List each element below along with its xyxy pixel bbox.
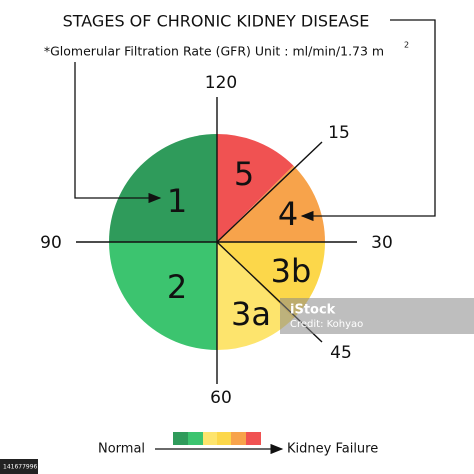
legend-color-bar xyxy=(173,432,261,445)
watermark-credit: Credit: Kohyao xyxy=(290,319,363,330)
id-badge xyxy=(0,459,38,474)
scale-label: 90 xyxy=(40,233,62,253)
subtitle-superscript: 2 xyxy=(404,41,409,50)
title: STAGES OF CHRONIC KIDNEY DISEASE xyxy=(63,12,370,31)
watermark-id: 1416779961 xyxy=(3,464,41,471)
callout-arrow xyxy=(300,19,436,222)
stage-label: 3b xyxy=(271,252,312,290)
stage-3a-segment xyxy=(217,242,294,351)
legend-end: Kidney Failure xyxy=(287,442,378,457)
scale-label: 60 xyxy=(210,388,232,408)
subtitle: *Glomerular Filtration Rate (GFR) Unit :… xyxy=(44,44,384,59)
stage-label: 2 xyxy=(167,268,187,306)
stage-label: 1 xyxy=(167,182,187,220)
stage-2-segment xyxy=(109,242,217,350)
diagonal-line-15 xyxy=(216,141,323,243)
legend-start: Normal xyxy=(98,442,145,457)
stage-5-segment xyxy=(217,133,294,242)
stage-label: 3a xyxy=(231,295,271,333)
stage-label: 4 xyxy=(278,195,298,233)
stage-label: 5 xyxy=(234,155,254,193)
scale-label: 120 xyxy=(205,73,237,93)
callout-arrow xyxy=(74,62,162,204)
watermark-brand: iStock xyxy=(290,303,336,318)
scale-label: 45 xyxy=(330,343,352,363)
scale-label: 30 xyxy=(371,233,393,253)
stage-4-segment xyxy=(217,165,325,242)
watermark-banner xyxy=(280,298,474,334)
scale-label: 15 xyxy=(328,123,350,143)
stage-1-segment xyxy=(109,134,217,242)
